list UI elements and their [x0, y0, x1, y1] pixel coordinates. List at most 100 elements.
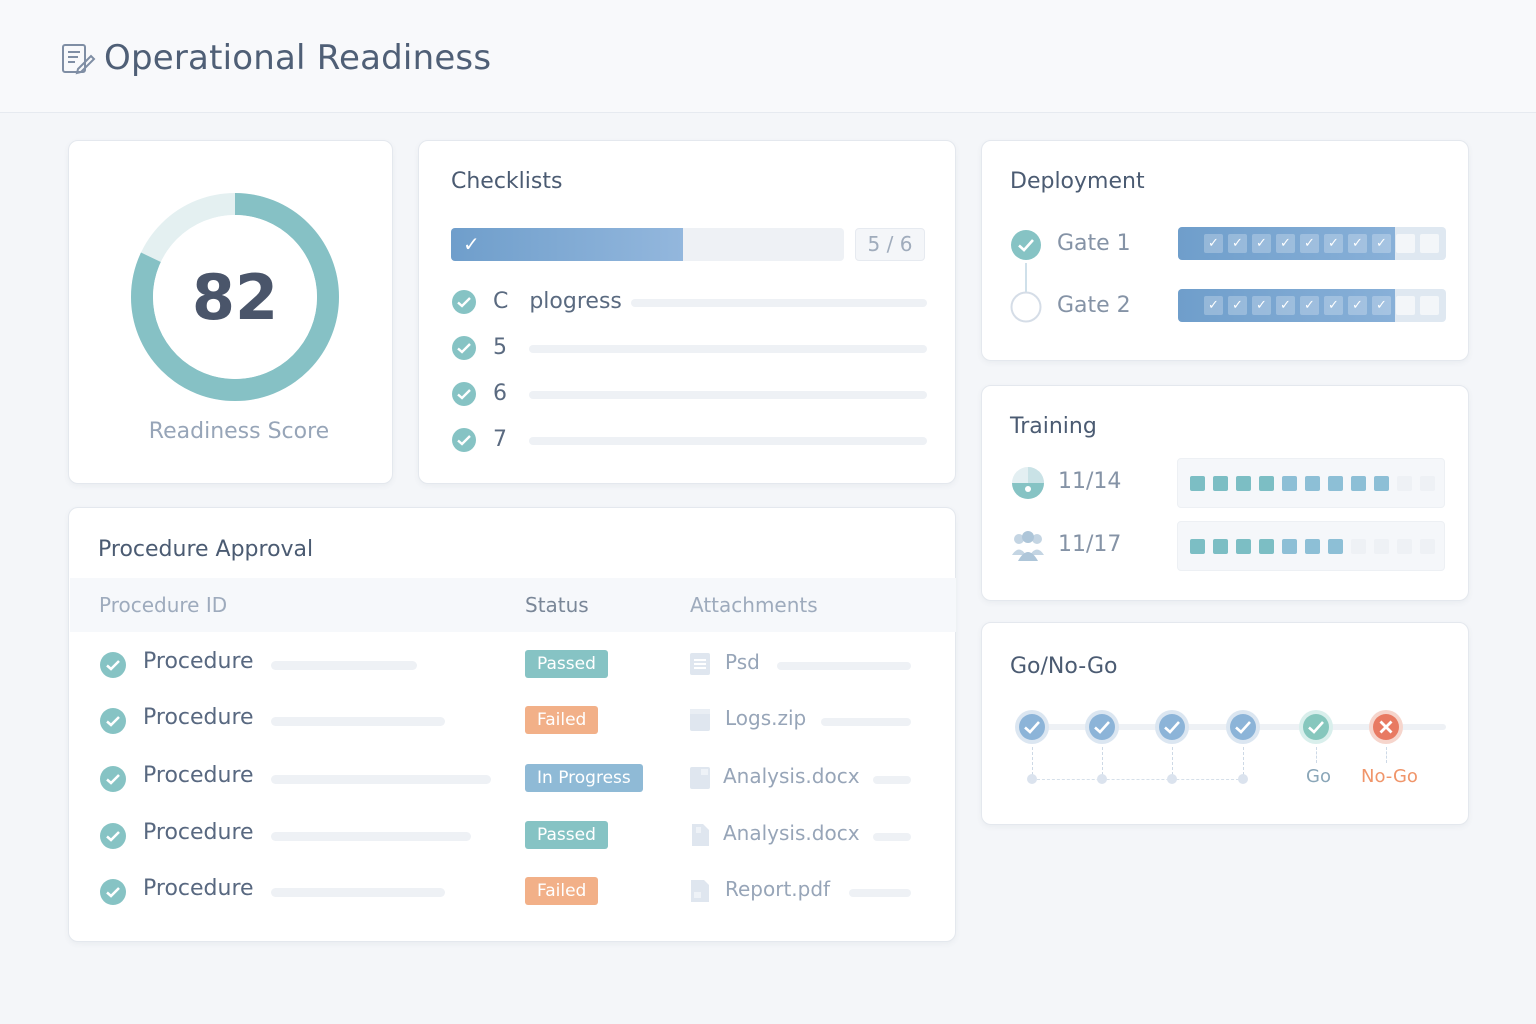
tick-done: ✓ [1372, 234, 1391, 253]
tick-done: ✓ [1276, 234, 1295, 253]
training-cell-done [1236, 476, 1251, 491]
table-row[interactable]: Procedure Passed Analysis.docx [69, 816, 957, 856]
training-count: 11/14 [1058, 469, 1122, 494]
checklist-item[interactable]: 5 [451, 334, 927, 364]
go-check-icon[interactable] [1298, 709, 1334, 745]
check-circle-icon [100, 879, 126, 905]
check-circle-icon [452, 382, 476, 406]
training-card: Training 11/14 11/17 [981, 385, 1469, 601]
training-cell-done [1190, 476, 1205, 491]
training-cell-done [1328, 539, 1343, 554]
procedure-name: Procedure [143, 649, 254, 674]
go-no-go-card: Go/No-Go Go No-Go [981, 622, 1469, 825]
status-badge: In Progress [525, 764, 643, 792]
table-header: Procedure ID Status Attachments [70, 578, 956, 632]
status-badge: Passed [525, 821, 608, 849]
column-header-attachments[interactable]: Attachments [690, 593, 818, 617]
procedure-line [271, 717, 445, 726]
node-dot [1027, 774, 1037, 784]
attachment-line [821, 718, 911, 726]
check-circle-icon[interactable] [1014, 709, 1050, 745]
check-circle-icon [452, 290, 476, 314]
procedure-line [271, 661, 417, 670]
gate-connector [1025, 263, 1027, 293]
training-cell-empty [1374, 539, 1389, 554]
gate-label: Gate 2 [1057, 293, 1131, 318]
training-cell-done [1328, 476, 1343, 491]
column-header-status[interactable]: Status [525, 593, 589, 617]
attachment-link[interactable]: Psd [725, 650, 760, 674]
gate-row[interactable]: Gate 2 ✓ ✓ ✓ ✓ ✓ ✓ ✓ ✓ [1010, 289, 1450, 325]
node-stem [1102, 747, 1103, 775]
procedure-name: Procedure [143, 763, 254, 788]
checklist-item[interactable]: 7 [451, 426, 927, 456]
tick-done: ✓ [1324, 296, 1343, 315]
no-go-x-icon[interactable] [1368, 709, 1404, 745]
checklist-item-line [529, 345, 927, 353]
attachment-link[interactable]: Analysis.docx [723, 764, 860, 788]
training-progress-bar [1177, 521, 1445, 571]
training-row[interactable]: 11/17 [1010, 521, 1450, 571]
training-progress-bar [1177, 458, 1445, 508]
tick-empty [1420, 296, 1439, 315]
training-cell-done [1190, 539, 1205, 554]
training-cell-empty [1420, 539, 1435, 554]
node-stem [1316, 747, 1317, 763]
tick-done: ✓ [1300, 234, 1319, 253]
training-cell-done [1305, 476, 1320, 491]
training-cell-empty [1397, 476, 1412, 491]
tick-done: ✓ [1204, 296, 1223, 315]
attachment-link[interactable]: Logs.zip [725, 706, 807, 730]
no-go-label: No-Go [1361, 766, 1418, 787]
gate-row[interactable]: Gate 1 ✓ ✓ ✓ ✓ ✓ ✓ ✓ ✓ [1010, 227, 1450, 263]
tick-done: ✓ [1324, 234, 1343, 253]
training-cells [1190, 539, 1435, 554]
go-label: Go [1306, 766, 1331, 787]
checklists-card: Checklists ✓ 5 / 6 C plogress 5 6 7 [418, 140, 956, 484]
training-cell-done [1259, 539, 1274, 554]
status-badge: Passed [525, 650, 608, 678]
node-dot [1238, 774, 1248, 784]
table-row[interactable]: Procedure Failed Logs.zip [69, 701, 957, 741]
checklist-item[interactable]: 6 [451, 380, 927, 410]
document-icon [692, 824, 709, 846]
training-cell-done [1236, 539, 1251, 554]
attachment-line [873, 833, 911, 841]
check-circle-icon[interactable] [1084, 709, 1120, 745]
column-header-procedure-id[interactable]: Procedure ID [99, 593, 228, 617]
pie-progress-icon [1012, 467, 1044, 499]
score-value: 82 [191, 260, 279, 334]
training-cell-empty [1397, 539, 1412, 554]
training-cell-done [1213, 539, 1228, 554]
tick-done: ✓ [1300, 296, 1319, 315]
check-circle-icon[interactable] [1225, 709, 1261, 745]
table-row[interactable]: Procedure In Progress Analysis.docx [69, 759, 957, 799]
checklist-progress-fill [451, 228, 683, 261]
check-circle-icon [452, 336, 476, 360]
gate-progress-bar: ✓ ✓ ✓ ✓ ✓ ✓ ✓ ✓ [1178, 227, 1446, 260]
gate-progress-fill [1178, 289, 1396, 322]
tick-done: ✓ [1252, 234, 1271, 253]
training-cell-done [1351, 476, 1366, 491]
training-cell-done [1305, 539, 1320, 554]
checklist-item-label: C plogress [493, 289, 622, 314]
training-cell-done [1374, 476, 1389, 491]
status-badge: Failed [525, 706, 599, 734]
checklist-item[interactable]: C plogress [451, 288, 927, 318]
checklist-item-label: 6 [493, 381, 507, 406]
attachment-link[interactable]: Report.pdf [725, 877, 831, 901]
tick-done: ✓ [1204, 234, 1223, 253]
node-dot [1097, 774, 1107, 784]
score-label: Readiness Score [148, 419, 330, 444]
empty-circle-icon [1010, 291, 1042, 323]
document-icon [690, 767, 710, 789]
tick-empty [1396, 234, 1415, 253]
table-row[interactable]: Procedure Failed Report.pdf [69, 872, 957, 912]
attachment-link[interactable]: Analysis.docx [723, 821, 860, 845]
attachment-line [777, 662, 911, 670]
check-circle-icon[interactable] [1154, 709, 1190, 745]
procedure-approval-card: Procedure Approval Procedure ID Status A… [68, 507, 956, 942]
table-row[interactable]: Procedure Passed Psd [69, 645, 957, 685]
procedure-line [271, 832, 471, 841]
training-row[interactable]: 11/14 [1010, 458, 1450, 508]
